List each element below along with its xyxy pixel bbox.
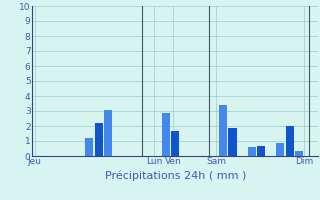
- Bar: [162, 112, 170, 156]
- Bar: [228, 128, 236, 156]
- Bar: [286, 126, 294, 156]
- X-axis label: Précipitations 24h ( mm ): Précipitations 24h ( mm ): [105, 171, 246, 181]
- Bar: [219, 105, 227, 156]
- Bar: [95, 123, 103, 156]
- Bar: [257, 146, 265, 156]
- Bar: [276, 143, 284, 156]
- Bar: [295, 151, 303, 156]
- Bar: [104, 110, 112, 156]
- Bar: [85, 138, 93, 156]
- Bar: [171, 131, 179, 156]
- Bar: [247, 147, 256, 156]
